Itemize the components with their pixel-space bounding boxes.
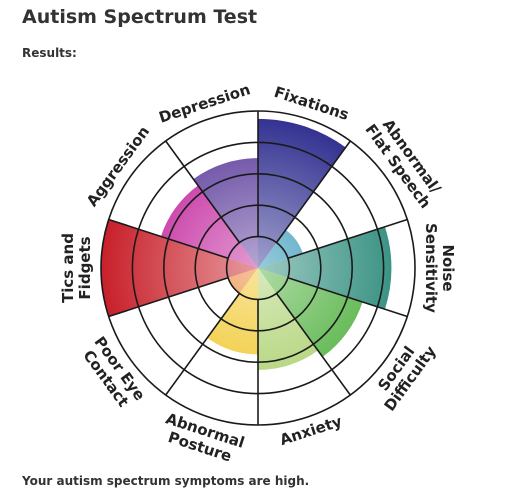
spoke [287, 276, 408, 318]
wedges [101, 118, 392, 371]
category-label-line: Fixations [272, 83, 351, 124]
category-label-line: Fidgets [76, 236, 94, 299]
spoke [108, 218, 229, 260]
spoke [287, 218, 408, 260]
category-label-line: Tics and [59, 233, 77, 303]
category-label: Fixations [272, 83, 351, 124]
spoke [275, 140, 351, 244]
wedge [258, 229, 303, 268]
spoke [165, 140, 241, 244]
category-label-line: Noise [439, 244, 457, 291]
category-label: Abnormal/Flat Speech [361, 116, 444, 212]
category-label-line: Anxiety [278, 412, 345, 449]
wedge [207, 268, 258, 355]
wedge [101, 219, 258, 317]
wedge [258, 118, 346, 268]
result-text: Your autism spectrum symptoms are high. [22, 474, 310, 488]
wedge [258, 226, 392, 310]
wedge [258, 268, 363, 357]
spoke [108, 276, 229, 318]
results-label: Results: [22, 46, 77, 60]
spoke [275, 292, 351, 396]
wedge [228, 268, 258, 294]
category-label: Anxiety [278, 412, 345, 449]
category-label: Tics and Fidgets [59, 233, 94, 303]
wedge [258, 268, 318, 371]
spoke [165, 292, 241, 396]
page-title: Autism Spectrum Test [22, 6, 258, 28]
category-label-line: Sensitivity [422, 223, 440, 313]
